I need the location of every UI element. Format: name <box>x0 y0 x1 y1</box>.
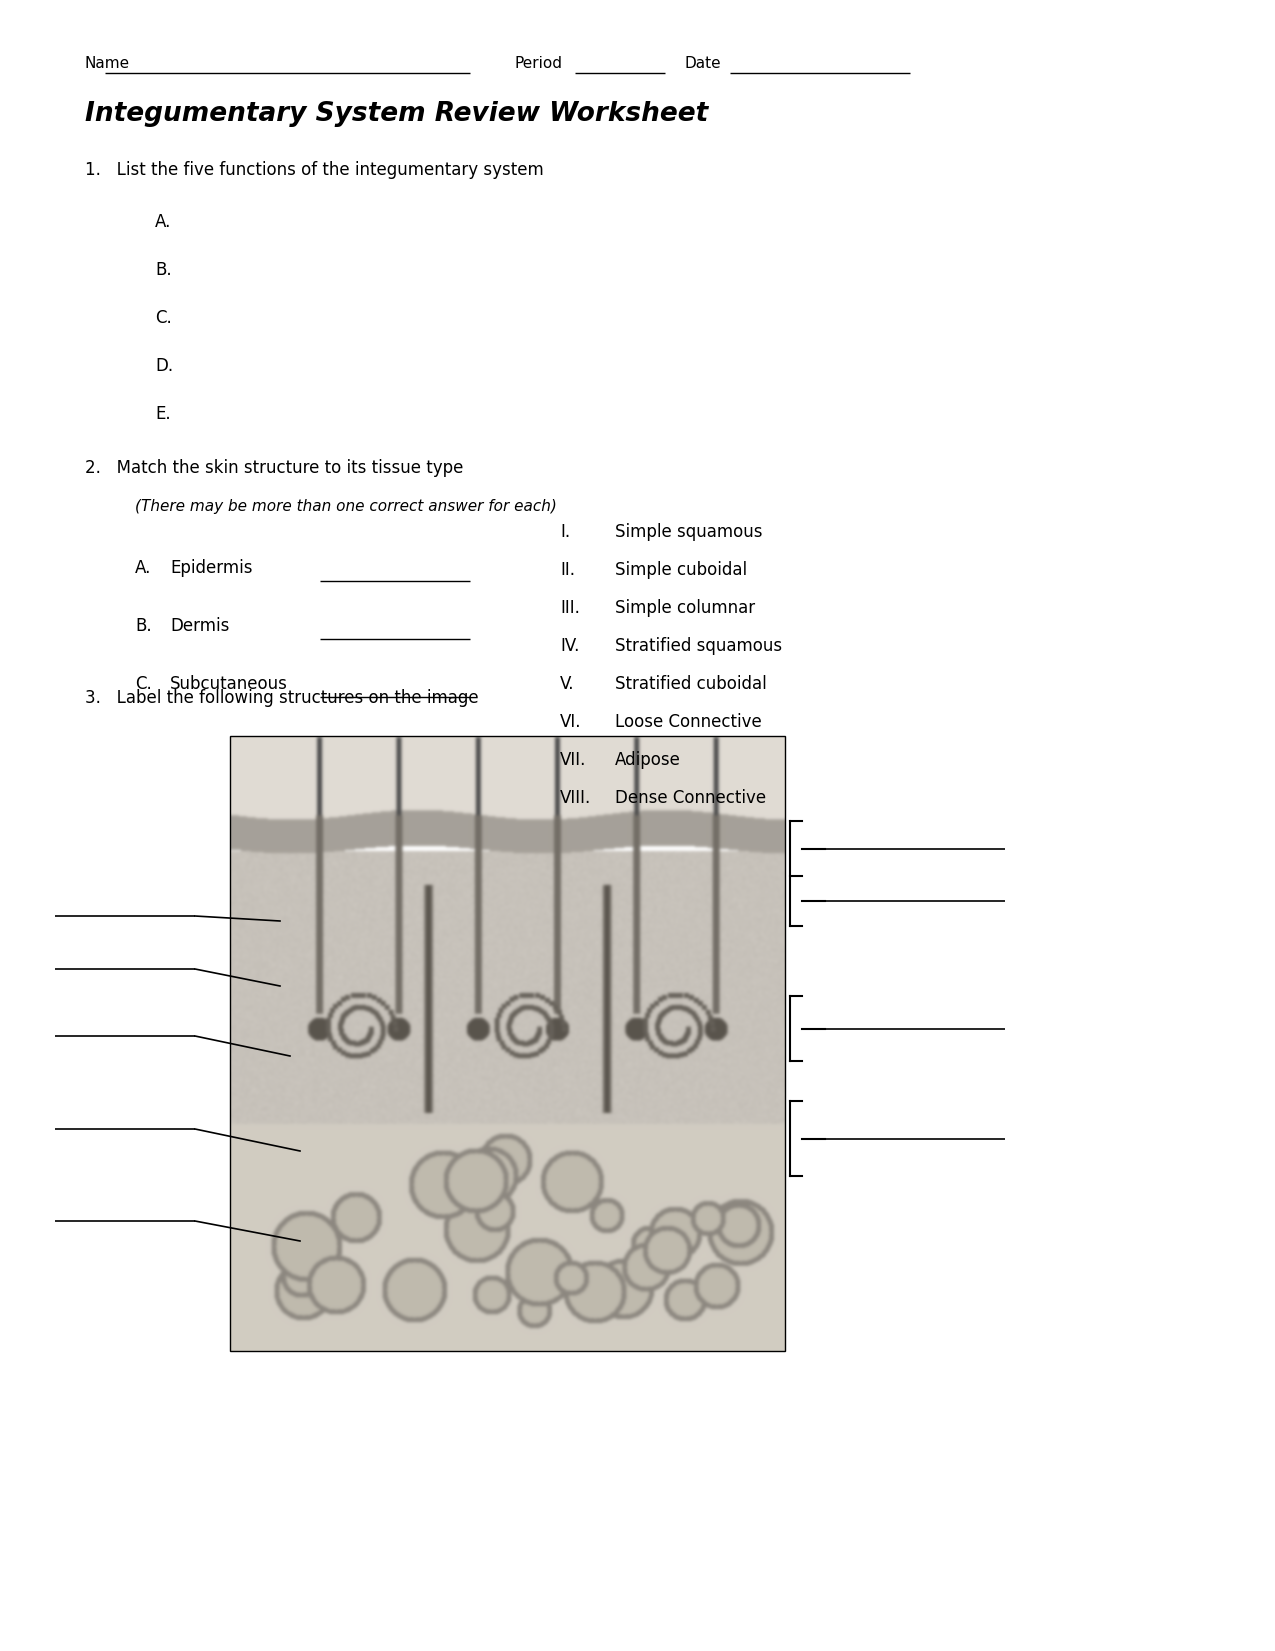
Text: Simple squamous: Simple squamous <box>615 523 762 542</box>
Text: Period: Period <box>515 56 564 71</box>
Text: E.: E. <box>156 404 171 423</box>
Text: V.: V. <box>560 675 575 693</box>
Text: A.: A. <box>135 560 152 576</box>
Text: Loose Connective: Loose Connective <box>615 713 761 731</box>
Text: C.: C. <box>156 309 172 327</box>
Text: Stratified cuboidal: Stratified cuboidal <box>615 675 766 693</box>
Text: Integumentary System Review Worksheet: Integumentary System Review Worksheet <box>85 101 708 127</box>
Text: 3.   Label the following structures on the image: 3. Label the following structures on the… <box>85 688 478 707</box>
Text: I.: I. <box>560 523 570 542</box>
Text: Name: Name <box>85 56 130 71</box>
Text: VII.: VII. <box>560 751 586 769</box>
Text: B.: B. <box>156 261 172 279</box>
Bar <box>230 736 785 1351</box>
Text: Subcutaneous: Subcutaneous <box>170 675 288 693</box>
Text: B.: B. <box>135 617 152 636</box>
Text: Simple cuboidal: Simple cuboidal <box>615 561 747 580</box>
Text: (There may be more than one correct answer for each): (There may be more than one correct answ… <box>135 499 557 513</box>
Text: IV.: IV. <box>560 637 579 655</box>
Text: 1.   List the five functions of the integumentary system: 1. List the five functions of the integu… <box>85 162 543 178</box>
Text: VI.: VI. <box>560 713 581 731</box>
Text: D.: D. <box>156 357 173 375</box>
Text: Dermis: Dermis <box>170 617 230 636</box>
Text: A.: A. <box>156 213 171 231</box>
Text: VIII.: VIII. <box>560 789 592 807</box>
Text: Dense Connective: Dense Connective <box>615 789 766 807</box>
Text: 2.   Match the skin structure to its tissue type: 2. Match the skin structure to its tissu… <box>85 459 463 477</box>
Text: III.: III. <box>560 599 580 617</box>
Text: Adipose: Adipose <box>615 751 681 769</box>
Text: Stratified squamous: Stratified squamous <box>615 637 782 655</box>
Text: Date: Date <box>685 56 722 71</box>
Text: C.: C. <box>135 675 152 693</box>
Text: II.: II. <box>560 561 575 580</box>
Text: Epidermis: Epidermis <box>170 560 252 576</box>
Text: Simple columnar: Simple columnar <box>615 599 755 617</box>
